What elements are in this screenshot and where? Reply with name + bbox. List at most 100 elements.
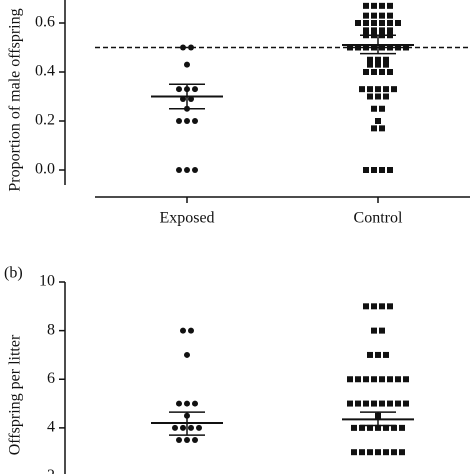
- data-point: [383, 61, 389, 68]
- data-point: [363, 303, 369, 310]
- data-point: [375, 93, 381, 100]
- data-point: [192, 118, 198, 124]
- data-point: [375, 118, 381, 124]
- data-point: [363, 376, 369, 383]
- panel-label: (b): [4, 265, 23, 282]
- data-point: [176, 86, 182, 93]
- data-point: [379, 167, 385, 173]
- data-point: [379, 105, 385, 112]
- data-point: [355, 376, 361, 383]
- data-point: [371, 69, 377, 75]
- data-point: [363, 167, 369, 173]
- data-point: [355, 20, 361, 26]
- data-point: [379, 20, 385, 26]
- data-point: [395, 20, 401, 26]
- data-point: [184, 167, 190, 173]
- data-point: [387, 12, 393, 19]
- data-point: [387, 303, 393, 310]
- y-tick-label: 6: [47, 370, 55, 387]
- data-point: [371, 20, 377, 26]
- data-point: [399, 424, 405, 431]
- data-point: [371, 125, 377, 132]
- data-point: [383, 424, 389, 431]
- data-point: [367, 56, 373, 63]
- data-point: [363, 27, 369, 34]
- data-point: [379, 44, 385, 51]
- data-point: [359, 449, 365, 456]
- data-point: [196, 424, 202, 431]
- data-point: [395, 44, 401, 51]
- data-point: [363, 400, 369, 407]
- data-point: [383, 351, 389, 358]
- data-point: [371, 400, 377, 407]
- y-tick-label: 0.2: [35, 112, 55, 129]
- data-point: [355, 44, 361, 51]
- data-point: [367, 86, 373, 93]
- data-point: [371, 167, 377, 173]
- data-point: [363, 44, 369, 51]
- data-point: [363, 2, 369, 9]
- y-tick-label: 4: [47, 419, 55, 436]
- data-point: [395, 400, 401, 407]
- data-point: [180, 424, 186, 431]
- data-point: [184, 400, 190, 407]
- data-point: [371, 44, 377, 51]
- data-point: [192, 86, 198, 93]
- data-point: [363, 69, 369, 75]
- data-point: [391, 449, 397, 456]
- data-point: [371, 12, 377, 19]
- data-point: [176, 167, 182, 173]
- data-point: [371, 303, 377, 310]
- data-point: [176, 118, 182, 124]
- data-point: [387, 167, 393, 173]
- data-point: [176, 400, 182, 407]
- data-point: [184, 351, 190, 358]
- data-point: [188, 44, 194, 51]
- data-point: [379, 27, 385, 34]
- data-point: [387, 44, 393, 51]
- data-point: [383, 93, 389, 100]
- data-point: [379, 376, 385, 383]
- data-point: [367, 93, 373, 100]
- data-point: [172, 424, 178, 431]
- data-point: [371, 376, 377, 383]
- data-point: [184, 61, 190, 68]
- y-tick-label: 8: [47, 321, 55, 338]
- y-tick-label: 10: [39, 273, 55, 290]
- data-point: [383, 449, 389, 456]
- data-point: [355, 400, 361, 407]
- data-point: [383, 86, 389, 93]
- data-point: [192, 167, 198, 173]
- data-point: [367, 61, 373, 68]
- data-point: [367, 449, 373, 456]
- data-point: [403, 44, 409, 51]
- y-axis-label: Offspring per litter: [7, 334, 24, 455]
- data-point: [188, 424, 194, 431]
- data-point: [375, 449, 381, 456]
- x-tick-label: Control: [354, 210, 403, 227]
- data-point: [359, 424, 365, 431]
- data-point: [363, 12, 369, 19]
- data-point: [371, 2, 377, 9]
- data-point: [363, 20, 369, 26]
- data-point: [379, 400, 385, 407]
- y-tick-label: 0.4: [35, 63, 55, 80]
- data-point: [379, 303, 385, 310]
- data-point: [379, 125, 385, 132]
- x-tick-label: Exposed: [159, 210, 214, 227]
- y-axis-label: Proportion of male offspring: [7, 8, 24, 191]
- data-point: [347, 376, 353, 383]
- data-point: [371, 105, 377, 112]
- data-point: [387, 27, 393, 34]
- data-point: [192, 400, 198, 407]
- data-point: [351, 424, 357, 431]
- data-point: [176, 437, 182, 444]
- data-point: [379, 69, 385, 75]
- data-point: [375, 86, 381, 93]
- data-point: [359, 86, 365, 93]
- data-point: [367, 351, 373, 358]
- data-point: [387, 400, 393, 407]
- data-point: [383, 56, 389, 63]
- data-point: [192, 437, 198, 444]
